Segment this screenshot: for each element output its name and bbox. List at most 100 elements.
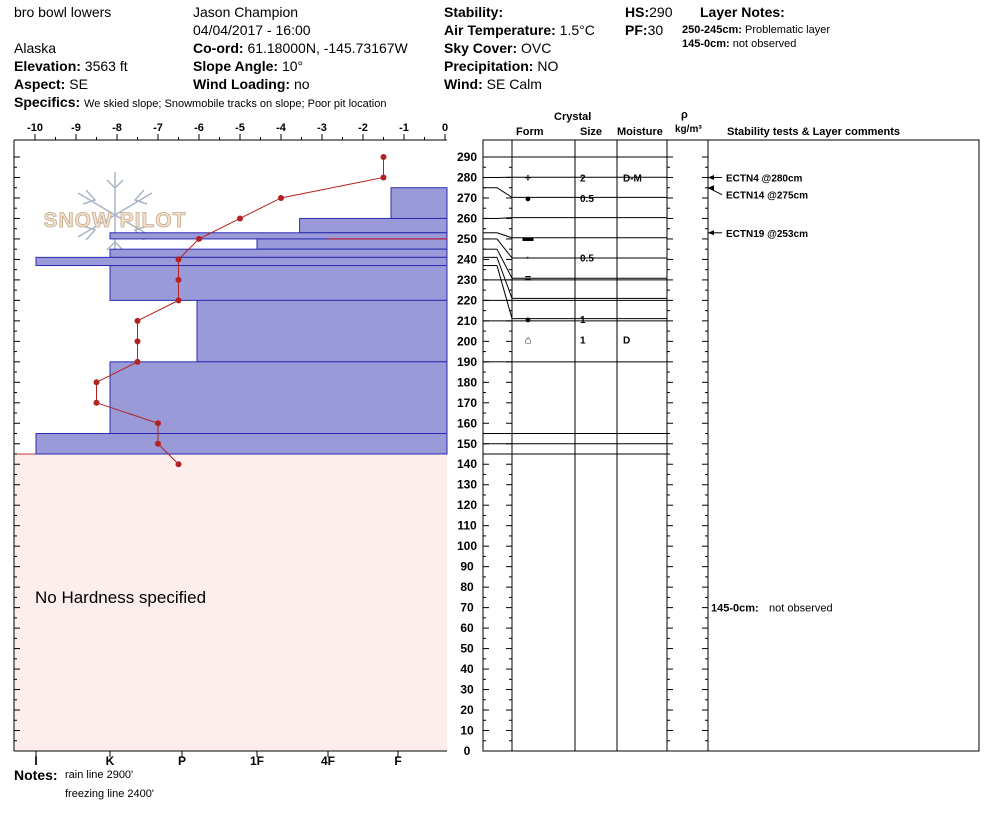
crystal-form: · (526, 252, 530, 264)
hardness-layer (109, 232, 448, 240)
sky-cover-value: OVC (521, 40, 552, 56)
height-tick-label: 250 (457, 232, 477, 246)
height-tick-label: 40 (460, 662, 474, 676)
hardness-tick-label: 4F (321, 754, 335, 768)
height-tick-label: 20 (460, 703, 474, 717)
precip-value: NO (537, 58, 559, 74)
hardness-layer (35, 256, 448, 267)
precip-label: Precipitation: (444, 58, 534, 74)
wind-value: SE Calm (486, 76, 542, 92)
boundary-connector (496, 248, 513, 279)
aspect-row: Aspect: SE (14, 76, 88, 92)
height-tick-label: 170 (457, 396, 477, 410)
snowflake-icon (77, 172, 153, 258)
stability-test-arrowhead (708, 185, 714, 191)
hardness-layer (109, 248, 448, 258)
hs-value: 290 (649, 4, 673, 20)
height-tick-label: 100 (457, 539, 477, 553)
coord-value: 61.18000N, -145.73167W (247, 40, 408, 56)
col-form: Form (516, 126, 544, 138)
crystal-form: ● (525, 193, 532, 205)
coord-label: Co-ord: (193, 40, 244, 56)
layer-note-2: 145-0cm: not observed (682, 38, 796, 51)
chart-frames (13, 139, 980, 752)
layer-note-2-text: not observed (732, 38, 797, 50)
coord-row: Co-ord: 61.18000N, -145.73167W (193, 40, 408, 56)
crystal-form: ● (525, 314, 532, 326)
temperature-point (155, 440, 161, 447)
hs-label: HS: (625, 4, 650, 20)
height-tick-label: 240 (457, 252, 477, 266)
hardness-tick-label: I (34, 754, 37, 768)
notes-label: Notes: (14, 767, 58, 783)
crystal-size: 2 (580, 173, 586, 184)
temperature-tick-label: -2 (358, 122, 368, 134)
height-tick-label: 0 (464, 744, 471, 758)
hardness-layer (390, 187, 448, 219)
layer-notes-title: Layer Notes: (700, 4, 785, 20)
location-name: bro bowl lowers (14, 4, 112, 20)
boundary-connector (496, 238, 513, 259)
height-tick-label: 230 (457, 273, 477, 287)
slope-value: 10° (281, 58, 304, 74)
air-temp-row: Air Temperature: 1.5°C (444, 22, 595, 38)
height-tick-label: 210 (457, 314, 477, 328)
temperature-point (134, 317, 141, 324)
layer-note-1: 250-245cm: Problematic layer (682, 24, 830, 37)
air-temp-label: Air Temperature: (444, 22, 556, 38)
aspect-value: SE (69, 76, 88, 92)
elevation-label: Elevation: (14, 58, 81, 74)
temperature-tick-label: -7 (153, 122, 163, 134)
specifics-label: Specifics: (14, 94, 81, 110)
hardness-tick-label: 1F (250, 754, 264, 768)
wind-row: Wind: SE Calm (444, 76, 542, 92)
table-frame (482, 139, 980, 752)
hardness-layer (109, 361, 448, 435)
temperature-point (134, 358, 141, 365)
hardness-tick-label: F (394, 754, 401, 768)
pf-label: PF: (625, 22, 648, 38)
elevation-value: 3563 ft (84, 58, 128, 74)
temperature-point (175, 461, 182, 468)
temperature-point (134, 338, 141, 345)
height-tick-label: 270 (457, 191, 477, 205)
elevation-row: Elevation: 3563 ft (14, 58, 128, 74)
wind-loading-label: Wind Loading: (193, 76, 291, 92)
temperature-tick-label: -9 (71, 122, 81, 134)
temperature-tick-label: 0 (442, 122, 448, 134)
temperature-tick-label: -5 (235, 122, 245, 134)
layer-comment-range: 145-0cm: (711, 603, 759, 615)
hardness-layer (299, 217, 448, 234)
temperature-point (380, 174, 387, 181)
hardness-layer (256, 238, 448, 250)
height-tick-label: 110 (457, 519, 477, 533)
temperature-point (380, 154, 387, 160)
observation-datetime: 04/04/2017 - 16:00 (193, 22, 311, 38)
temperature-tick-label: -3 (317, 122, 327, 134)
sky-cover-row: Sky Cover: OVC (444, 40, 551, 56)
layer-note-1-range: 250-245cm: (682, 24, 742, 36)
height-tick-label: 180 (457, 375, 477, 389)
temperature-tick-label: -1 (399, 122, 409, 134)
boundary-connector (496, 257, 513, 299)
height-tick-label: 140 (457, 457, 477, 471)
boundary-connector (496, 187, 513, 198)
temperature-profile (93, 154, 387, 468)
hardness-tick-label: K (106, 754, 115, 768)
crystal-size: 1 (580, 315, 586, 326)
layer-comment-text: not observed (769, 603, 833, 615)
stability-test-arrowhead (708, 230, 714, 236)
temperature-point (196, 235, 202, 242)
height-tick-label: 260 (457, 211, 477, 225)
watermark-text: SNOW PILOT (44, 209, 187, 232)
crystal-form: ▬ (523, 232, 534, 244)
hardness-layers (35, 187, 448, 455)
temperature-point (93, 399, 100, 406)
notes-line-1: rain line 2900' (65, 769, 134, 781)
height-tick-label: 80 (460, 580, 474, 594)
precip-row: Precipitation: NO (444, 58, 558, 74)
layer-note-2-range: 145-0cm: (682, 38, 730, 50)
hardness-layer (196, 299, 448, 363)
col-density-unit: kg/m³ (675, 124, 702, 135)
boundary-connector (496, 265, 513, 319)
